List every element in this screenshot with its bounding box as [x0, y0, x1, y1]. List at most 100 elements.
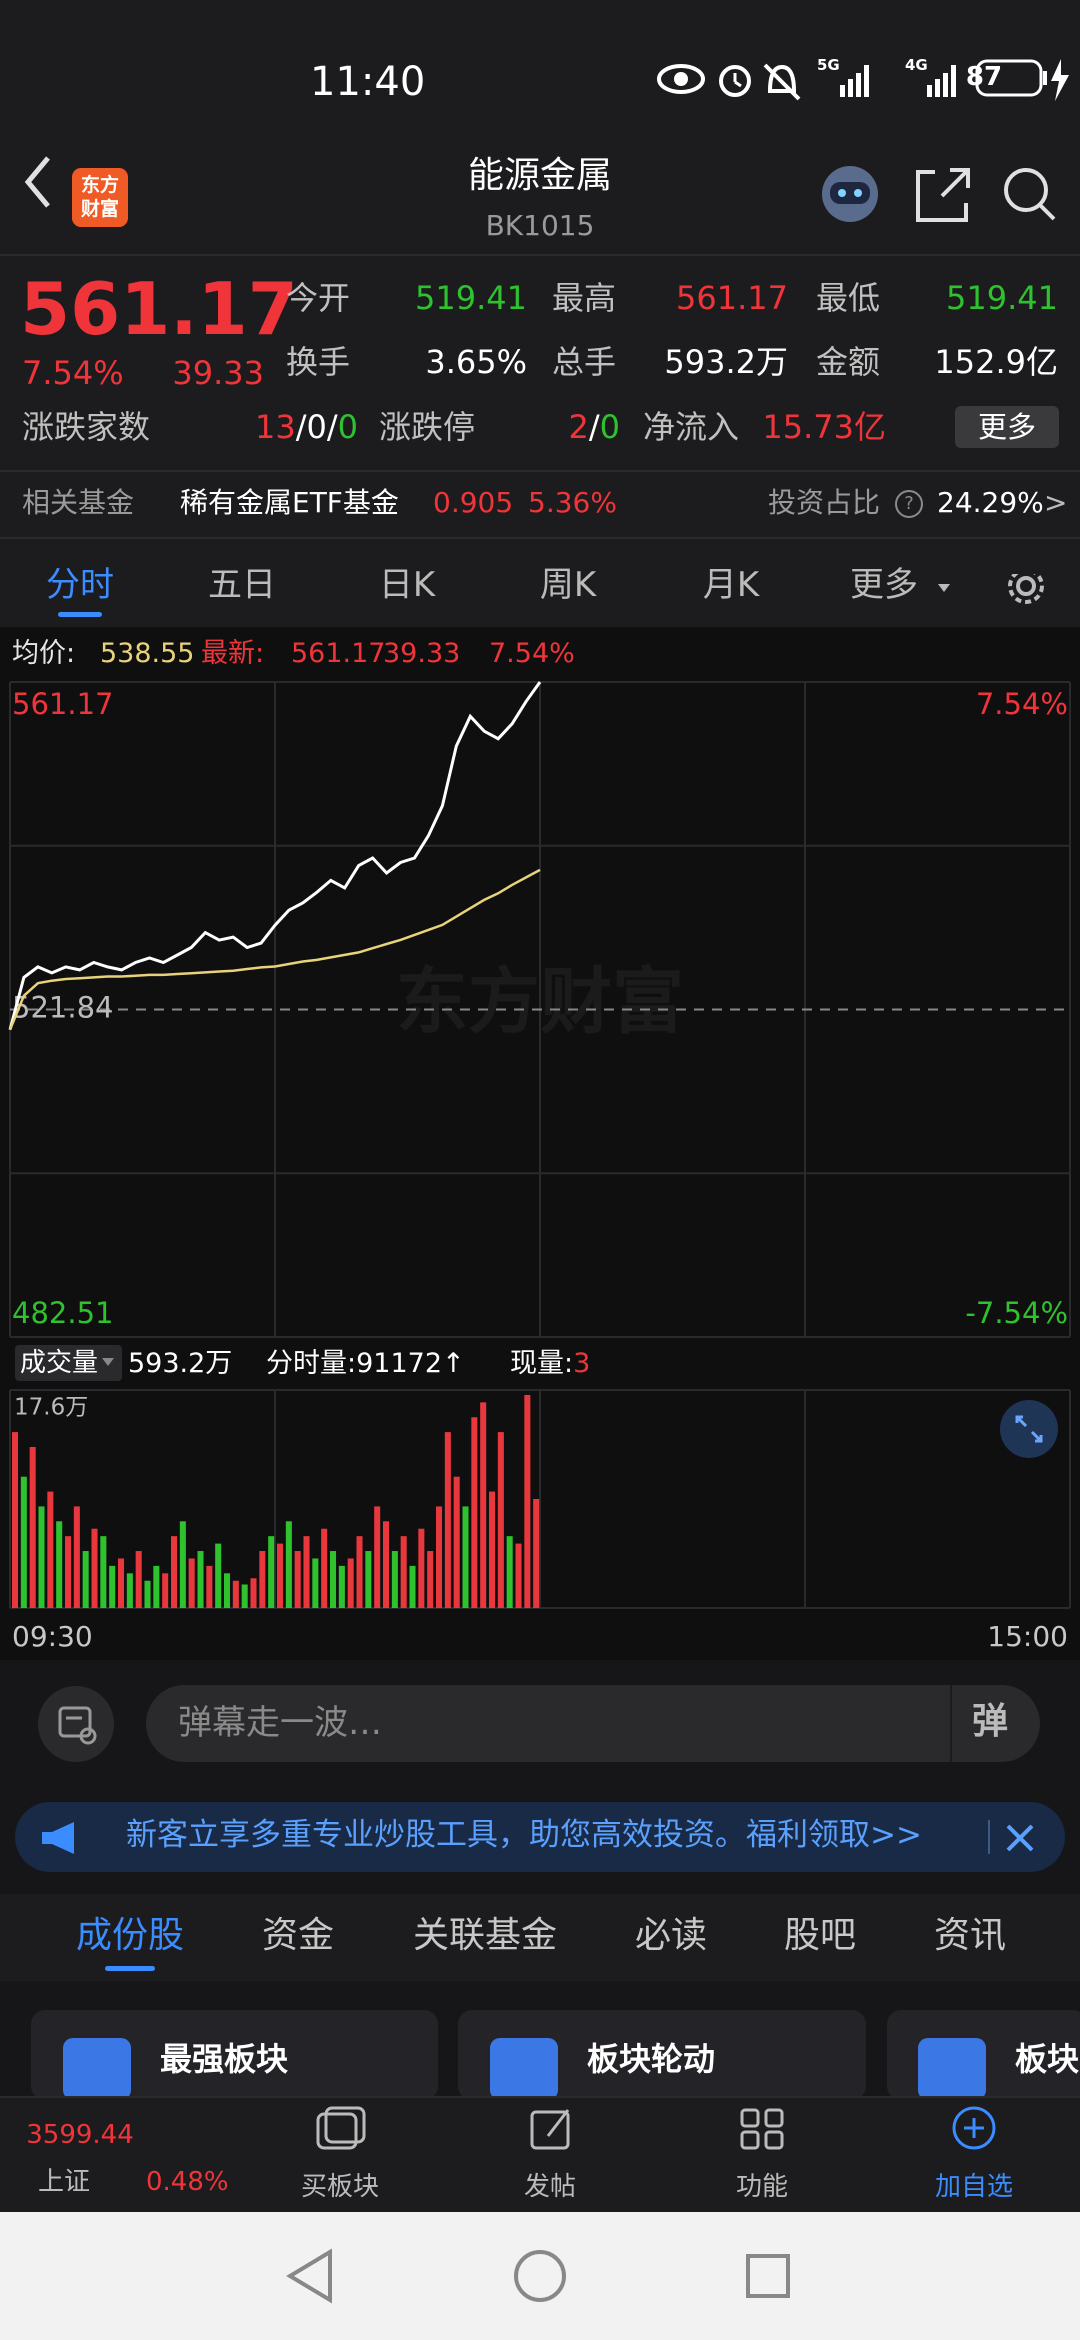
- sub-tab[interactable]: 关联基金: [412, 1915, 558, 1956]
- card-title: 板块轮动: [587, 2040, 716, 2078]
- period-tab[interactable]: 五日: [208, 565, 276, 605]
- period-tab[interactable]: 周K: [539, 565, 597, 605]
- sub-tab-bar: [0, 1894, 1080, 1981]
- tab-indicator: [105, 1966, 155, 1971]
- last-price: 561.17: [20, 267, 298, 351]
- counts-value: 13/0/0: [255, 411, 358, 443]
- limit-down: 0: [599, 408, 620, 446]
- last-price: 561.17: [291, 638, 386, 669]
- stat-label: 最高: [552, 279, 617, 317]
- index-name[interactable]: 上证: [38, 2167, 91, 2197]
- danmaku-send[interactable]: 弹: [972, 1701, 1009, 1742]
- net-label: 4G: [905, 56, 928, 74]
- sub-tab[interactable]: 成份股: [75, 1915, 185, 1956]
- volume-bar: [47, 1491, 54, 1608]
- volume-bar: [224, 1573, 231, 1608]
- volume-bar: [241, 1584, 248, 1608]
- volume-bar: [188, 1558, 195, 1608]
- avg-label: 均价:: [12, 638, 76, 669]
- close-banner[interactable]: [1004, 1822, 1036, 1854]
- share-icon[interactable]: [916, 168, 970, 222]
- promo-text[interactable]: 新客立享多重专业炒股工具，助您高效投资。福利领取>>: [126, 1817, 922, 1853]
- help-icon[interactable]: ?: [895, 490, 923, 518]
- stat-label: 今开: [286, 279, 351, 317]
- volume-bar: [515, 1543, 522, 1608]
- more-button[interactable]: 更多: [955, 406, 1059, 448]
- tick-volume-arrow: ↑: [442, 1348, 465, 1379]
- logo-text: 东方: [80, 174, 120, 196]
- sector-title: 能源金属: [467, 155, 613, 196]
- sub-tab[interactable]: 资讯: [933, 1915, 1007, 1956]
- nav-item[interactable]: 加自选: [934, 2172, 1014, 2202]
- back-key[interactable]: [286, 2248, 332, 2304]
- sub-tab[interactable]: 资金: [261, 1915, 335, 1956]
- volume-bar: [409, 1565, 416, 1608]
- period-tab[interactable]: 月K: [702, 565, 760, 605]
- volume-bar: [179, 1521, 186, 1608]
- counts-label: 涨跌家数: [22, 408, 151, 446]
- volume-label[interactable]: 成交量: [20, 1348, 99, 1378]
- volume-bar: [321, 1528, 328, 1608]
- volume-bar: [277, 1543, 284, 1608]
- danmaku-input[interactable]: [146, 1685, 1040, 1762]
- card-icon: [918, 2038, 986, 2100]
- assistant-icon[interactable]: [822, 166, 878, 222]
- volume-bar: [436, 1506, 443, 1608]
- ratio-value: 24.29%: [937, 486, 1044, 519]
- volume-selector[interactable]: [15, 1345, 122, 1381]
- volume-bar: [391, 1551, 398, 1608]
- volume-bar: [489, 1491, 496, 1608]
- volume-bar: [338, 1565, 345, 1608]
- volume-bar: [268, 1536, 275, 1608]
- fund-name[interactable]: 稀有金属ETF基金: [180, 486, 399, 519]
- expand-button[interactable]: [999, 1399, 1059, 1459]
- x-axis-label: 15:00: [987, 1620, 1068, 1653]
- volume-bar: [29, 1446, 36, 1608]
- volume-bar: [356, 1536, 363, 1608]
- period-tab[interactable]: 分时: [46, 565, 114, 605]
- period-tab[interactable]: 更多: [850, 565, 918, 605]
- flat-count: 0: [306, 408, 327, 446]
- y2-tick-label: 7.54%: [976, 687, 1068, 721]
- volume-bar: [462, 1506, 469, 1608]
- recents-key[interactable]: [746, 2254, 790, 2298]
- volume-bar: [418, 1528, 425, 1608]
- back-button[interactable]: [24, 156, 50, 208]
- status-icons: [657, 59, 1069, 101]
- settings-icon[interactable]: [1008, 574, 1044, 604]
- volume-bar: [144, 1580, 151, 1608]
- limit-up: 2: [568, 408, 589, 446]
- search-icon[interactable]: [1004, 168, 1056, 221]
- volume-bar: [12, 1432, 19, 1608]
- nav-item[interactable]: 买板块: [300, 2172, 380, 2202]
- promo-banner[interactable]: [15, 1802, 1065, 1872]
- volume-bar: [100, 1536, 107, 1608]
- volume-bar: [374, 1506, 381, 1608]
- last-change: 39.33: [383, 638, 461, 669]
- card-title: 板块: [1015, 2040, 1080, 2078]
- tick-volume-value: 91172: [356, 1348, 443, 1379]
- card-title: 最强板块: [160, 2040, 289, 2078]
- volume-total: 593.2万: [128, 1348, 233, 1379]
- stat-value: 519.41: [415, 279, 527, 317]
- divider: [0, 470, 1080, 472]
- volume-bar: [215, 1543, 222, 1608]
- avg-price: 538.55: [100, 638, 195, 669]
- ratio-arrow[interactable]: >: [1044, 486, 1068, 519]
- volume-bar: [312, 1558, 319, 1608]
- volume-bar: [524, 1394, 531, 1608]
- sub-tab[interactable]: 必读: [634, 1915, 708, 1956]
- sub-tab[interactable]: 股吧: [783, 1915, 857, 1956]
- stat-label: 金额: [816, 343, 881, 381]
- index-value[interactable]: 3599.44: [26, 2120, 134, 2150]
- stat-value: 3.65%: [425, 343, 527, 381]
- index-change[interactable]: 0.48%: [146, 2167, 229, 2197]
- nav-item[interactable]: 发帖: [523, 2172, 577, 2202]
- danmaku-settings[interactable]: [36, 1684, 116, 1764]
- stat-value: 152.9亿: [934, 343, 1058, 381]
- home-key[interactable]: [514, 2250, 566, 2302]
- nav-item[interactable]: 功能: [735, 2172, 789, 2202]
- volume-bar: [533, 1499, 540, 1608]
- period-tab[interactable]: 日K: [378, 565, 436, 605]
